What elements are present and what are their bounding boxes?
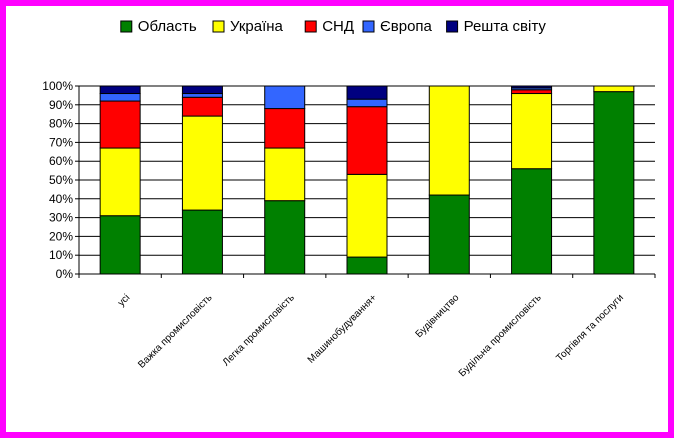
- bar-segment: [346, 106, 388, 175]
- y-tick-label: 0%: [56, 267, 74, 281]
- legend-label: Решта світу: [464, 18, 547, 35]
- legend-swatch: [120, 20, 133, 33]
- bar-segment: [264, 108, 306, 149]
- y-tick-label: 30%: [49, 211, 73, 225]
- legend-swatch: [446, 20, 459, 33]
- legend-label: Область: [138, 18, 197, 35]
- bar-segment: [181, 93, 223, 98]
- bar-segment: [99, 85, 141, 95]
- bar-segment: [346, 173, 388, 258]
- legend-swatch: [304, 20, 317, 33]
- y-tick-label: 100%: [42, 79, 73, 93]
- x-tick-label: усі: [116, 292, 132, 308]
- y-tick-label: 60%: [49, 154, 73, 168]
- bar-segment: [264, 200, 306, 275]
- bar-segment: [99, 93, 141, 102]
- bar-segment: [428, 194, 470, 275]
- bar-segment: [264, 85, 306, 110]
- chart: Область Україна СНД Європа Решта світу 0% 10%…: [42, 18, 656, 379]
- bar-segment: [346, 98, 388, 108]
- bar-segment: [181, 115, 223, 211]
- bar-segment: [181, 85, 223, 95]
- y-tick-label: 20%: [49, 229, 73, 243]
- bar-segment: [593, 85, 635, 93]
- legend-label: СНД: [322, 18, 354, 35]
- y-tick-label: 50%: [49, 173, 73, 187]
- y-tick-label: 40%: [49, 192, 73, 206]
- y-tick-label: 10%: [49, 248, 73, 262]
- legend-swatch: [212, 20, 225, 33]
- x-axis: усі Важка промисловість Легка промисловіст…: [78, 273, 656, 379]
- y-tick-label: 90%: [49, 98, 73, 112]
- bar-segment: [99, 215, 141, 275]
- legend: Область Україна СНД Європа Решта світу: [120, 18, 547, 35]
- legend-label: Європа: [380, 18, 433, 35]
- bar-segment: [99, 100, 141, 149]
- x-tick-label: Легка промисловість: [221, 292, 297, 368]
- bar-segment: [346, 85, 388, 100]
- x-tick-label: Важка промисловість: [136, 292, 214, 370]
- bar-segment: [511, 168, 553, 275]
- bar-segment: [264, 147, 306, 202]
- bar-segment: [181, 209, 223, 275]
- bar-segment: [181, 96, 223, 117]
- y-axis: 0% 10% 20% 30% 40% 50% 60% 70% 80% 90% 100%: [42, 79, 80, 281]
- x-tick-label: Торгівля та послуги: [554, 292, 626, 364]
- plot-area: [79, 85, 655, 275]
- bar-segment: [428, 85, 470, 196]
- bar-segment: [511, 85, 553, 89]
- x-tick-label: Будівництво: [414, 292, 462, 340]
- legend-swatch: [362, 20, 375, 33]
- bar-segment: [511, 89, 553, 95]
- bar-segment: [346, 256, 388, 275]
- bar-segment: [511, 93, 553, 170]
- y-tick-label: 70%: [49, 135, 73, 149]
- x-tick-label: Машинобудування+: [305, 292, 379, 366]
- bar-segment: [593, 91, 635, 275]
- bar-segment: [99, 147, 141, 217]
- y-tick-label: 80%: [49, 117, 73, 131]
- legend-label: Україна: [230, 18, 284, 35]
- x-tick-label: Будільна промисловість: [457, 292, 544, 379]
